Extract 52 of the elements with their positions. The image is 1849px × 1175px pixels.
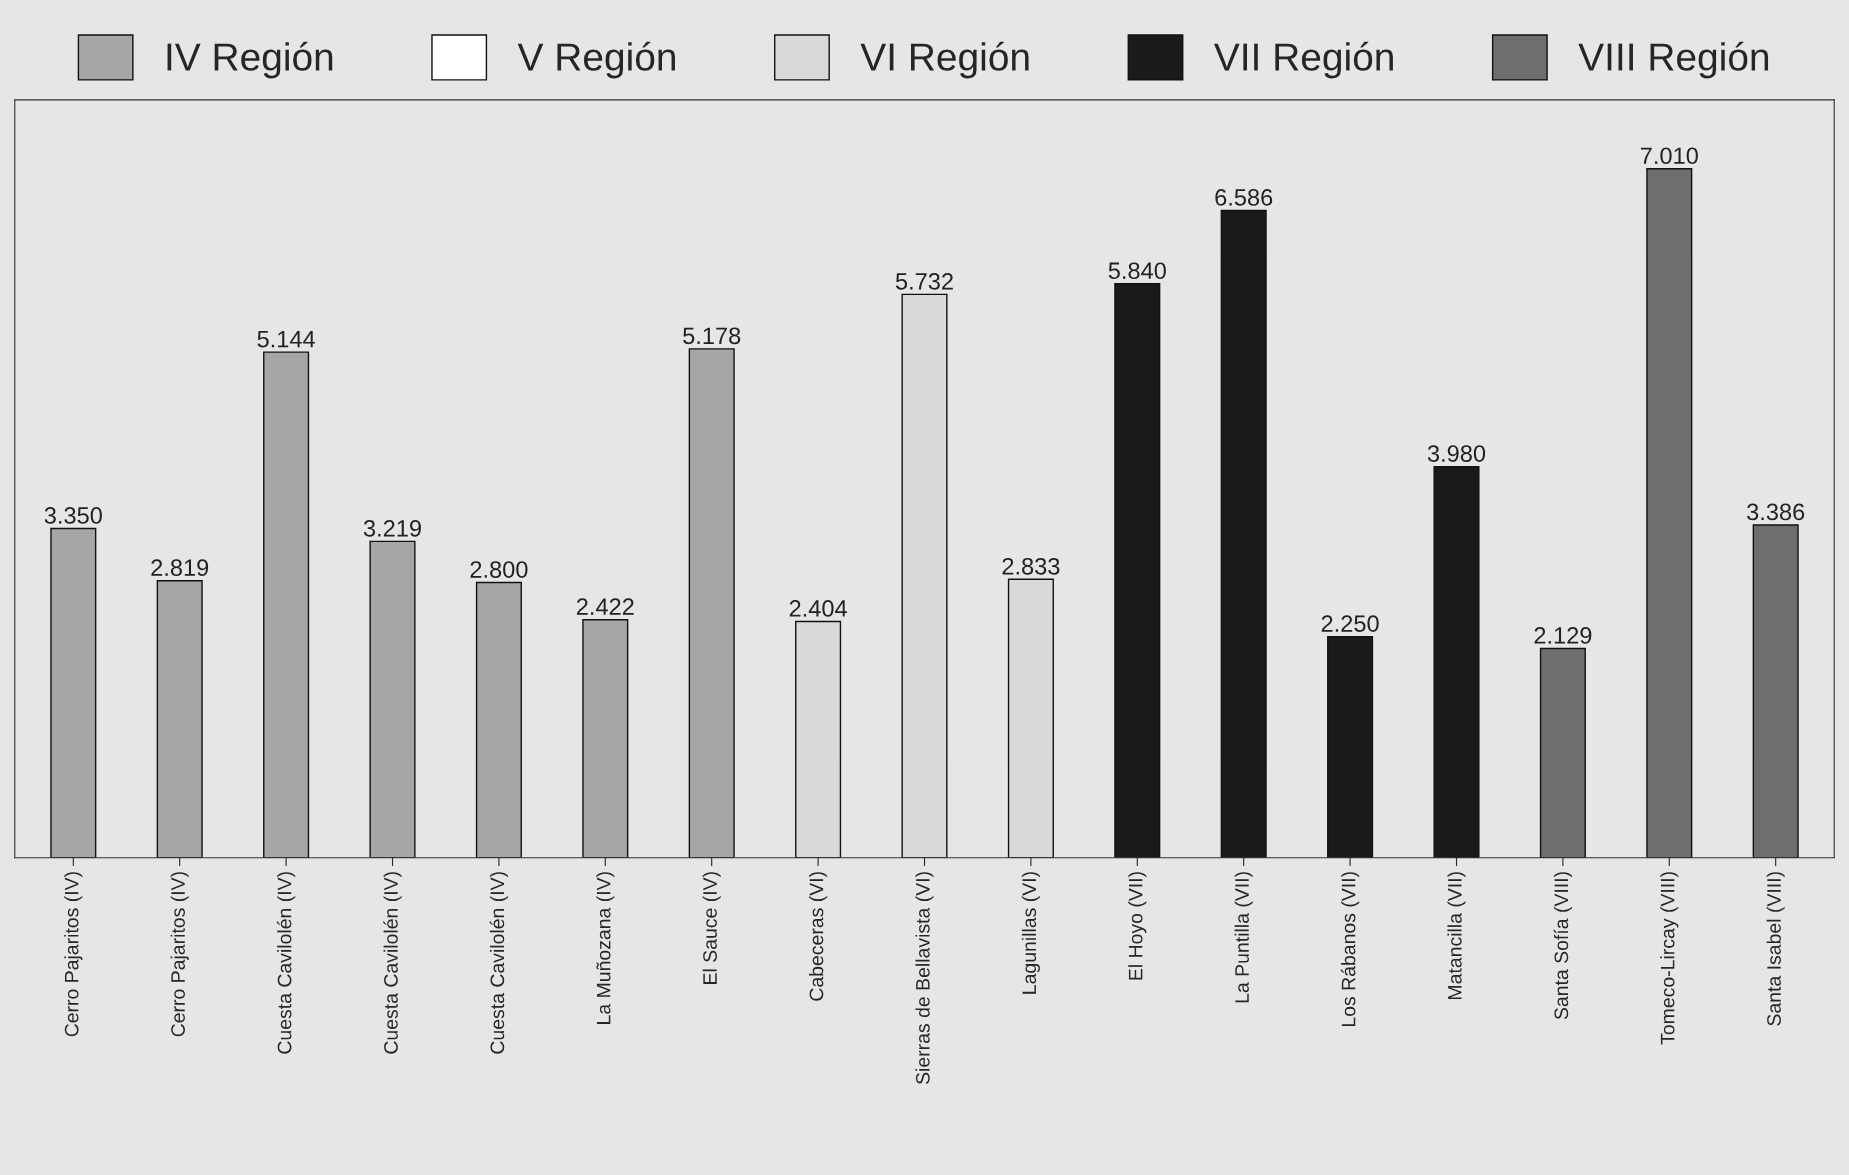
legend-label: V Región bbox=[517, 41, 675, 79]
x-tick-label: Santa Isabel (VIII) bbox=[1766, 872, 1785, 1026]
data-label: 2.800 bbox=[470, 561, 528, 578]
x-tick-label: Cerro Pajaritos (IV) bbox=[170, 872, 189, 1037]
data-label: 2.422 bbox=[576, 598, 634, 615]
data-label: 5.840 bbox=[1108, 262, 1166, 280]
bar bbox=[795, 620, 842, 858]
data-label: 2.833 bbox=[1002, 557, 1060, 575]
x-tick-label: Cuesta Cavilolén (IV) bbox=[276, 872, 296, 1054]
bar bbox=[50, 527, 97, 858]
data-label: 2.404 bbox=[789, 600, 847, 617]
x-tick-label: Cuesta Cavilolén (IV) bbox=[383, 872, 402, 1054]
data-label: 5.178 bbox=[683, 327, 741, 345]
bar bbox=[901, 293, 948, 858]
bar bbox=[369, 540, 416, 858]
data-label: 5.144 bbox=[257, 331, 315, 348]
x-tick-label: Cabeceras (VI) bbox=[809, 872, 828, 1001]
bar bbox=[582, 619, 629, 858]
data-label: 2.129 bbox=[1534, 627, 1592, 644]
x-tick-label: Matancilla (VII) bbox=[1447, 872, 1466, 1000]
bar bbox=[263, 351, 310, 858]
bar bbox=[1007, 578, 1054, 858]
x-tick-label: El Hoyo (VII) bbox=[1128, 872, 1147, 980]
x-tick-label: Lagunillas (VI) bbox=[1021, 872, 1040, 994]
x-tick-label: Santa Sofía (VIII) bbox=[1553, 872, 1573, 1020]
x-tick-label: Los Rábanos (VII) bbox=[1340, 872, 1360, 1027]
bar bbox=[688, 348, 735, 858]
data-label: 2.250 bbox=[1321, 615, 1379, 632]
x-tick-label: La Muñozana (IV) bbox=[596, 872, 615, 1024]
data-label: 3.219 bbox=[363, 519, 421, 537]
data-label: 6.586 bbox=[1215, 189, 1273, 206]
data-label: 3.980 bbox=[1427, 445, 1486, 462]
legend-label: IV Región bbox=[167, 41, 333, 79]
data-label: 5.732 bbox=[895, 272, 953, 290]
legend-label: VIII Región bbox=[1578, 41, 1769, 79]
data-label: 3.386 bbox=[1747, 503, 1805, 521]
bar bbox=[1646, 168, 1693, 858]
bar bbox=[1539, 647, 1586, 858]
x-tick-label: Sierras de Bellavista (VI) bbox=[915, 872, 934, 1085]
x-tick-label: Tomeco-Lircay (VIII) bbox=[1660, 872, 1679, 1045]
data-label: 2.819 bbox=[151, 559, 209, 577]
data-label: 7.010 bbox=[1640, 147, 1698, 165]
bar bbox=[1752, 524, 1799, 858]
x-tick-label: Cuesta Cavilolén (IV) bbox=[489, 872, 509, 1054]
bar bbox=[156, 579, 203, 858]
x-tick-label: Cerro Pajaritos (IV) bbox=[64, 872, 83, 1037]
data-label: 3.350 bbox=[44, 507, 102, 524]
legend-label: VI Región bbox=[860, 41, 1029, 79]
x-tick-label: La Puntilla (VII) bbox=[1234, 872, 1253, 1003]
x-tick-label: El Sauce (IV) bbox=[702, 872, 721, 984]
bar bbox=[475, 581, 522, 858]
legend-label: VII Región bbox=[1214, 41, 1393, 79]
